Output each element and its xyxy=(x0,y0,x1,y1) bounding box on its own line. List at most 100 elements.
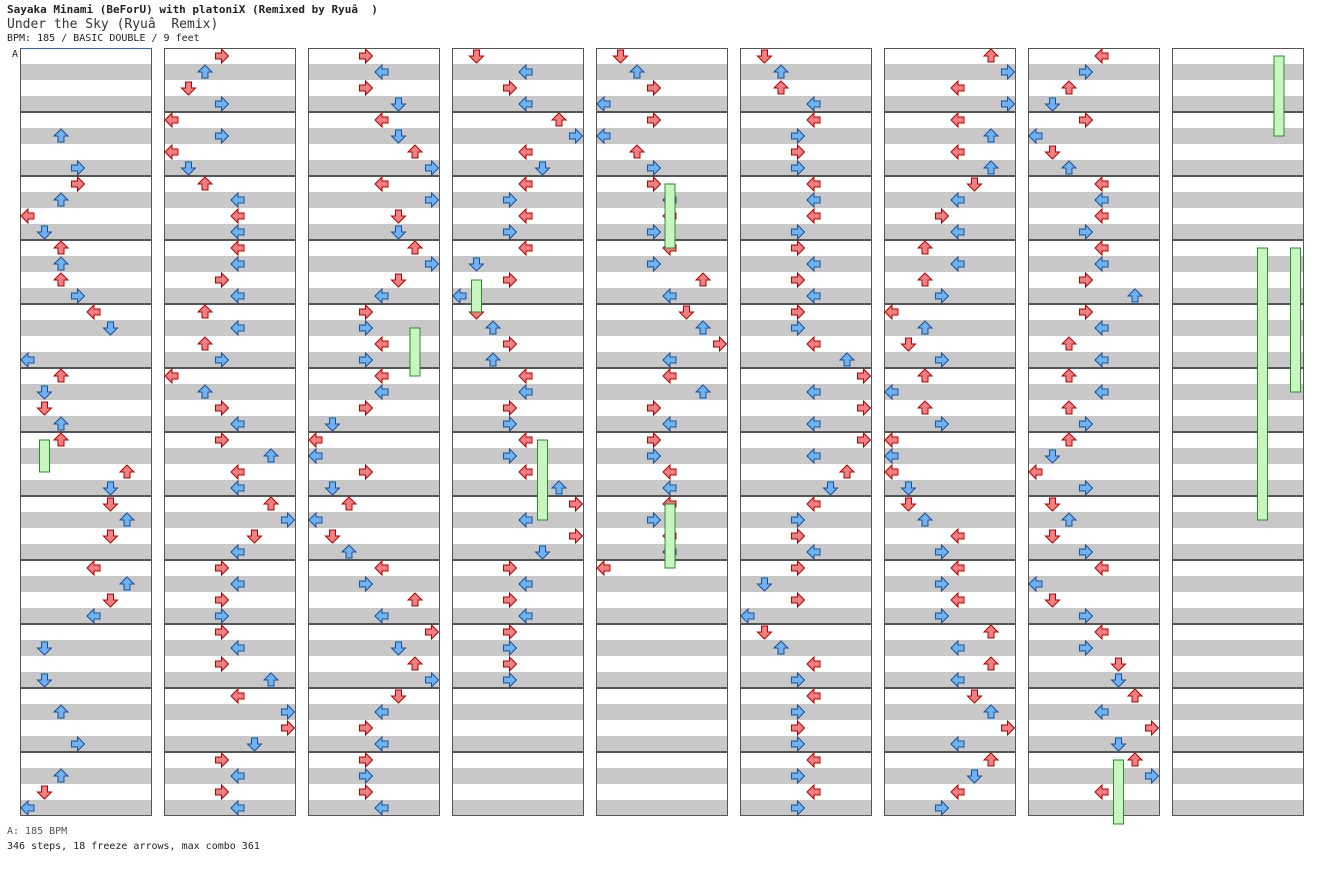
beat-stripe xyxy=(740,800,872,816)
beat-stripe xyxy=(1028,464,1160,480)
step-arrow xyxy=(230,799,245,817)
beat-stripe xyxy=(452,336,584,352)
beat-stripe xyxy=(20,400,152,416)
beat-stripe xyxy=(164,384,296,400)
measure-frame xyxy=(740,624,872,688)
step-arrow xyxy=(1094,191,1109,209)
beat-stripe xyxy=(164,400,296,416)
beat-stripe xyxy=(596,528,728,544)
beat-stripe xyxy=(596,336,728,352)
step-arrow xyxy=(1145,719,1160,737)
step-arrow xyxy=(215,271,230,289)
beat-stripe xyxy=(1172,512,1304,528)
step-arrow xyxy=(1094,255,1109,273)
step-arrow xyxy=(246,529,263,544)
beat-stripe xyxy=(884,288,1016,304)
beat-stripe xyxy=(1172,656,1304,672)
step-arrow xyxy=(230,287,245,305)
beat-stripe xyxy=(884,432,1016,448)
beat-stripe xyxy=(20,256,152,272)
beat-stripe xyxy=(452,704,584,720)
step-arrow xyxy=(196,64,214,79)
beat-stripe xyxy=(20,272,152,288)
step-arrow xyxy=(374,383,389,401)
beat-stripe xyxy=(740,432,872,448)
measure-frame xyxy=(884,432,1016,496)
beat-stripe xyxy=(1028,368,1160,384)
step-arrow xyxy=(1044,529,1061,544)
step-arrow xyxy=(950,559,965,577)
measure-frame xyxy=(1028,688,1160,752)
step-arrow xyxy=(452,287,467,305)
step-arrow xyxy=(52,128,70,143)
beat-stripe xyxy=(1028,208,1160,224)
measure-frame xyxy=(308,304,440,368)
beat-stripe xyxy=(452,208,584,224)
beat-stripe xyxy=(1028,192,1160,208)
measure-frame xyxy=(1028,240,1160,304)
measure-frame xyxy=(20,624,152,688)
beat-stripe xyxy=(452,512,584,528)
measure-frame xyxy=(884,688,1016,752)
step-arrow xyxy=(550,112,568,127)
step-arrow xyxy=(791,143,806,161)
beat-stripe xyxy=(740,672,872,688)
beat-stripe xyxy=(884,80,1016,96)
step-arrow xyxy=(503,591,518,609)
step-arrow xyxy=(838,352,856,367)
beat-stripe xyxy=(1172,352,1304,368)
step-arrow xyxy=(791,159,806,177)
beat-stripe xyxy=(308,304,440,320)
beat-stripe xyxy=(452,192,584,208)
step-arrow xyxy=(935,607,950,625)
beat-stripe xyxy=(884,368,1016,384)
step-arrow xyxy=(694,384,712,399)
beat-stripe xyxy=(1172,304,1304,320)
measure-frame xyxy=(164,688,296,752)
beat-stripe xyxy=(1172,192,1304,208)
measure-frame xyxy=(164,496,296,560)
beat-stripe xyxy=(452,720,584,736)
step-arrow xyxy=(1079,479,1094,497)
step-arrow xyxy=(916,400,934,415)
beat-stripe xyxy=(740,176,872,192)
beat-stripe xyxy=(884,480,1016,496)
beat-stripe xyxy=(1172,256,1304,272)
beat-stripe xyxy=(596,176,728,192)
step-arrow xyxy=(196,176,214,191)
beat-stripe xyxy=(884,256,1016,272)
beat-stripe xyxy=(1172,96,1304,112)
beat-stripe xyxy=(884,320,1016,336)
beat-stripe xyxy=(1172,560,1304,576)
measure-frame xyxy=(308,240,440,304)
beat-stripe xyxy=(164,624,296,640)
beat-stripe xyxy=(1172,160,1304,176)
step-arrow xyxy=(662,479,677,497)
step-arrow xyxy=(359,767,374,785)
beat-stripe xyxy=(884,416,1016,432)
beat-stripe xyxy=(740,192,872,208)
measure-frame xyxy=(308,624,440,688)
beat-stripe xyxy=(884,208,1016,224)
beat-stripe xyxy=(740,784,872,800)
step-arrow xyxy=(425,671,440,689)
step-arrow xyxy=(596,127,611,145)
beat-stripe xyxy=(740,560,872,576)
measure-frame xyxy=(20,432,152,496)
beat-stripe xyxy=(884,64,1016,80)
beat-stripe xyxy=(452,608,584,624)
beat-stripe xyxy=(308,80,440,96)
beat-stripe xyxy=(308,624,440,640)
chart-column xyxy=(884,48,1016,816)
measure-frame xyxy=(740,688,872,752)
step-arrow xyxy=(1079,271,1094,289)
step-arrow xyxy=(950,735,965,753)
step-arrow xyxy=(950,591,965,609)
beat-stripe xyxy=(308,784,440,800)
step-arrow xyxy=(1001,63,1016,81)
beat-stripe xyxy=(164,736,296,752)
beat-stripe xyxy=(164,688,296,704)
measure-frame xyxy=(20,688,152,752)
beat-stripe xyxy=(20,432,152,448)
